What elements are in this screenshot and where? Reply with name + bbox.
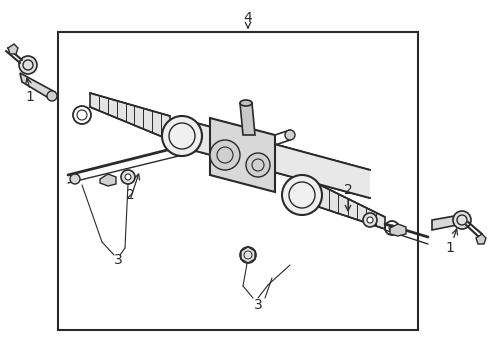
Circle shape bbox=[210, 140, 240, 170]
Polygon shape bbox=[20, 73, 55, 100]
Polygon shape bbox=[432, 215, 462, 230]
Circle shape bbox=[285, 130, 295, 140]
Polygon shape bbox=[210, 118, 275, 192]
Text: 4: 4 bbox=[244, 11, 252, 25]
Polygon shape bbox=[100, 174, 116, 186]
Polygon shape bbox=[8, 44, 18, 54]
Circle shape bbox=[240, 247, 256, 263]
Text: 1: 1 bbox=[445, 241, 454, 255]
Circle shape bbox=[162, 116, 202, 156]
Circle shape bbox=[246, 153, 270, 177]
Polygon shape bbox=[390, 224, 406, 236]
Polygon shape bbox=[310, 180, 385, 229]
Ellipse shape bbox=[240, 100, 252, 106]
Circle shape bbox=[363, 213, 377, 227]
Circle shape bbox=[282, 175, 322, 215]
Circle shape bbox=[125, 174, 131, 180]
Circle shape bbox=[70, 174, 80, 184]
Text: 3: 3 bbox=[114, 253, 122, 267]
Ellipse shape bbox=[178, 120, 192, 148]
Circle shape bbox=[367, 217, 373, 223]
Circle shape bbox=[121, 170, 135, 184]
Text: 2: 2 bbox=[343, 183, 352, 197]
Polygon shape bbox=[90, 93, 170, 140]
Circle shape bbox=[47, 91, 57, 101]
Circle shape bbox=[19, 56, 37, 74]
Polygon shape bbox=[58, 32, 418, 330]
Polygon shape bbox=[185, 120, 370, 198]
Polygon shape bbox=[476, 234, 486, 244]
Text: 1: 1 bbox=[25, 90, 34, 104]
Text: 3: 3 bbox=[254, 298, 262, 312]
Circle shape bbox=[453, 211, 471, 229]
Text: 2: 2 bbox=[125, 188, 134, 202]
Polygon shape bbox=[240, 103, 255, 135]
